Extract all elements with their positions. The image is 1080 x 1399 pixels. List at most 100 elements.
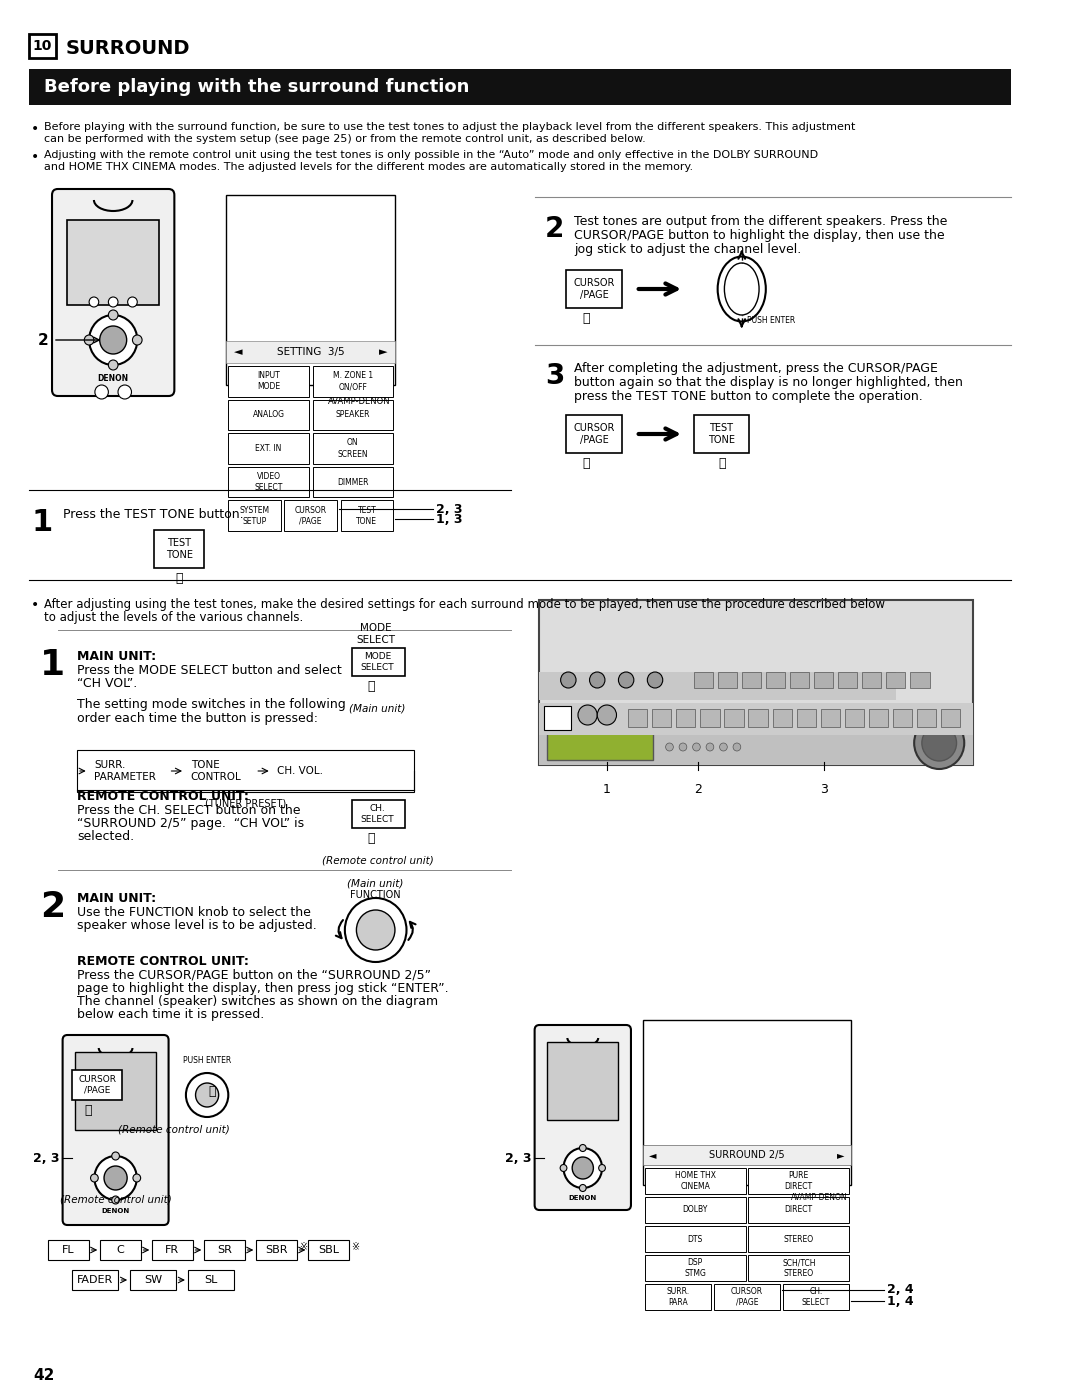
Bar bbox=[700, 709, 719, 727]
Bar bbox=[714, 1284, 780, 1309]
Text: Press the TEST TONE button.: Press the TEST TONE button. bbox=[63, 508, 243, 520]
Circle shape bbox=[118, 385, 132, 399]
Bar bbox=[544, 706, 571, 730]
Bar bbox=[312, 400, 393, 431]
Text: 2: 2 bbox=[694, 783, 702, 796]
Text: 1: 1 bbox=[40, 648, 66, 681]
Text: CURSOR
/PAGE: CURSOR /PAGE bbox=[295, 505, 327, 526]
Bar bbox=[539, 672, 895, 700]
Text: 10: 10 bbox=[32, 39, 52, 53]
Text: SURROUND: SURROUND bbox=[66, 39, 190, 57]
Circle shape bbox=[579, 1144, 586, 1151]
Text: page to highlight the display, then press jog stick “ENTER”.: page to highlight the display, then pres… bbox=[77, 982, 448, 995]
Bar bbox=[566, 270, 622, 308]
Bar bbox=[539, 704, 973, 734]
Text: REMOTE CONTROL UNIT:: REMOTE CONTROL UNIT: bbox=[77, 790, 248, 803]
Bar bbox=[77, 750, 415, 792]
Bar bbox=[645, 1226, 745, 1252]
Bar bbox=[188, 1270, 234, 1290]
Text: 3: 3 bbox=[820, 783, 827, 796]
Text: button again so that the display is no longer highlighted, then: button again so that the display is no l… bbox=[575, 376, 963, 389]
Circle shape bbox=[111, 1196, 120, 1205]
Text: ※: ※ bbox=[352, 1242, 360, 1252]
Text: TEST
TONE: TEST TONE bbox=[165, 537, 192, 560]
Text: ✋: ✋ bbox=[367, 680, 375, 693]
Text: TEST
TONE: TEST TONE bbox=[708, 422, 735, 445]
Text: The setting mode switches in the following: The setting mode switches in the followi… bbox=[77, 698, 346, 711]
Bar bbox=[154, 530, 204, 568]
Circle shape bbox=[108, 360, 118, 369]
Text: SPEAKER: SPEAKER bbox=[336, 410, 370, 420]
Text: AVAMP-DENON: AVAMP-DENON bbox=[791, 1193, 848, 1202]
Circle shape bbox=[99, 326, 126, 354]
Text: AVAMP-DENON: AVAMP-DENON bbox=[327, 397, 390, 406]
Text: 2, 4: 2, 4 bbox=[887, 1283, 914, 1297]
Text: DENON: DENON bbox=[569, 1195, 597, 1200]
Text: Use the FUNCTION knob to select the: Use the FUNCTION knob to select the bbox=[77, 907, 311, 919]
Text: ✋: ✋ bbox=[84, 1104, 92, 1116]
Bar bbox=[797, 709, 815, 727]
Bar bbox=[228, 367, 309, 396]
Text: After adjusting using the test tones, make the desired settings for each surroun: After adjusting using the test tones, ma… bbox=[44, 597, 886, 611]
Bar bbox=[539, 600, 973, 765]
Bar bbox=[941, 709, 960, 727]
Text: HOME THX
CINEMA: HOME THX CINEMA bbox=[675, 1171, 716, 1191]
Text: VIDEO
SELECT: VIDEO SELECT bbox=[254, 471, 283, 492]
Bar bbox=[725, 709, 744, 727]
Text: CURSOR
/PAGE: CURSOR /PAGE bbox=[78, 1076, 117, 1094]
Bar bbox=[312, 434, 393, 464]
Circle shape bbox=[679, 743, 687, 751]
Text: DOLBY: DOLBY bbox=[683, 1206, 707, 1214]
Circle shape bbox=[356, 909, 395, 950]
Text: ✋: ✋ bbox=[367, 832, 375, 845]
Text: 1: 1 bbox=[31, 508, 53, 537]
Text: After completing the adjustment, press the CURSOR/PAGE: After completing the adjustment, press t… bbox=[575, 362, 939, 375]
Text: Adjusting with the remote control unit using the test tones is only possible in : Adjusting with the remote control unit u… bbox=[44, 150, 819, 159]
Bar bbox=[748, 1198, 849, 1223]
Bar bbox=[644, 1144, 851, 1165]
Circle shape bbox=[91, 1174, 98, 1182]
Bar bbox=[228, 467, 309, 498]
Bar bbox=[204, 1240, 245, 1260]
Bar bbox=[227, 194, 395, 385]
Bar bbox=[821, 709, 840, 727]
Circle shape bbox=[665, 743, 673, 751]
Bar bbox=[742, 672, 761, 688]
Text: (Main unit): (Main unit) bbox=[348, 879, 404, 888]
Text: (Remote control unit): (Remote control unit) bbox=[59, 1195, 172, 1205]
Bar bbox=[130, 1270, 176, 1290]
Text: •: • bbox=[31, 150, 39, 164]
Bar bbox=[29, 34, 56, 57]
Bar bbox=[789, 672, 809, 688]
FancyBboxPatch shape bbox=[535, 1025, 631, 1210]
Text: 1, 3: 1, 3 bbox=[436, 513, 463, 526]
Text: “CH VOL”.: “CH VOL”. bbox=[77, 677, 137, 690]
Text: SR: SR bbox=[217, 1245, 232, 1255]
Text: (TUNER PRESET): (TUNER PRESET) bbox=[205, 797, 286, 809]
Text: ✋: ✋ bbox=[718, 457, 726, 470]
Bar bbox=[539, 725, 973, 765]
Text: The channel (speaker) switches as shown on the diagram: The channel (speaker) switches as shown … bbox=[77, 995, 438, 1009]
Text: “SURROUND 2/5” page.  “CH VOL” is: “SURROUND 2/5” page. “CH VOL” is bbox=[77, 817, 305, 830]
Bar bbox=[228, 501, 281, 532]
Text: order each time the button is pressed:: order each time the button is pressed: bbox=[77, 712, 319, 725]
Circle shape bbox=[195, 1083, 218, 1107]
Bar bbox=[869, 709, 888, 727]
Text: DIRECT: DIRECT bbox=[785, 1206, 813, 1214]
Bar bbox=[917, 709, 936, 727]
Text: CH.
SELECT: CH. SELECT bbox=[801, 1287, 831, 1307]
Bar bbox=[693, 416, 750, 453]
Circle shape bbox=[733, 743, 741, 751]
FancyBboxPatch shape bbox=[63, 1035, 168, 1226]
Bar bbox=[772, 709, 792, 727]
Bar bbox=[312, 467, 393, 498]
Text: SL: SL bbox=[204, 1274, 218, 1286]
Circle shape bbox=[84, 334, 94, 346]
Bar bbox=[717, 672, 737, 688]
Circle shape bbox=[108, 311, 118, 320]
Text: ◄: ◄ bbox=[233, 347, 242, 357]
Text: MAIN UNIT:: MAIN UNIT: bbox=[77, 651, 157, 663]
Circle shape bbox=[345, 898, 406, 963]
Text: DENON: DENON bbox=[102, 1207, 130, 1214]
Text: ►: ► bbox=[379, 347, 388, 357]
